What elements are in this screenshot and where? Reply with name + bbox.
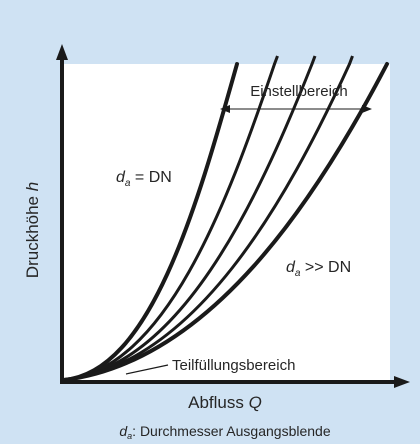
label-da-equals-dn-sub: a xyxy=(125,178,131,189)
characteristic-curve-5 xyxy=(62,62,389,382)
caption-rest: : Durchmesser Ausgangsblende xyxy=(132,423,331,439)
y-axis-arrow xyxy=(56,44,68,60)
label-da-greater-dn: da >> DN xyxy=(286,259,351,279)
x-axis-arrow xyxy=(394,376,410,388)
caption-sub: a xyxy=(127,431,132,441)
curve-extension-2 xyxy=(273,55,279,65)
y-axis-label: Druckhöhe h xyxy=(23,182,42,278)
y-axis-label-var: h xyxy=(23,182,42,191)
label-da-equals-dn-d: d xyxy=(116,169,126,186)
label-da-equals-dn: da = DN xyxy=(116,169,172,189)
plot-area xyxy=(62,64,390,382)
partial-leader-line xyxy=(125,364,169,375)
x-axis-label: Abfluss Q xyxy=(188,393,262,412)
range-arrow-left xyxy=(220,105,230,113)
characteristic-curve-3 xyxy=(62,62,314,382)
label-da-greater-dn-rest: >> DN xyxy=(300,259,351,276)
characteristic-curve-2 xyxy=(62,62,276,382)
x-axis-label-var: Q xyxy=(249,393,262,412)
curve-extension-3 xyxy=(310,55,317,65)
caption: da: Durchmesser Ausgangsblende xyxy=(119,423,330,441)
x-axis-label-prefix: Abfluss xyxy=(188,393,248,412)
partial-fill-label: Teilfüllungsbereich xyxy=(172,357,295,374)
label-da-equals-dn-rest: = DN xyxy=(130,169,171,186)
label-da-greater-dn-d: d xyxy=(286,259,296,276)
range-label: Einstellbereich xyxy=(250,83,348,100)
curve-extension-4 xyxy=(348,55,354,65)
y-axis-label-prefix: Druckhöhe xyxy=(23,191,42,278)
label-da-greater-dn-sub: a xyxy=(295,268,301,279)
curve-group xyxy=(62,55,389,382)
caption-d: d xyxy=(119,423,128,439)
characteristic-curve-1 xyxy=(62,62,239,382)
range-arrow-right xyxy=(362,105,372,113)
